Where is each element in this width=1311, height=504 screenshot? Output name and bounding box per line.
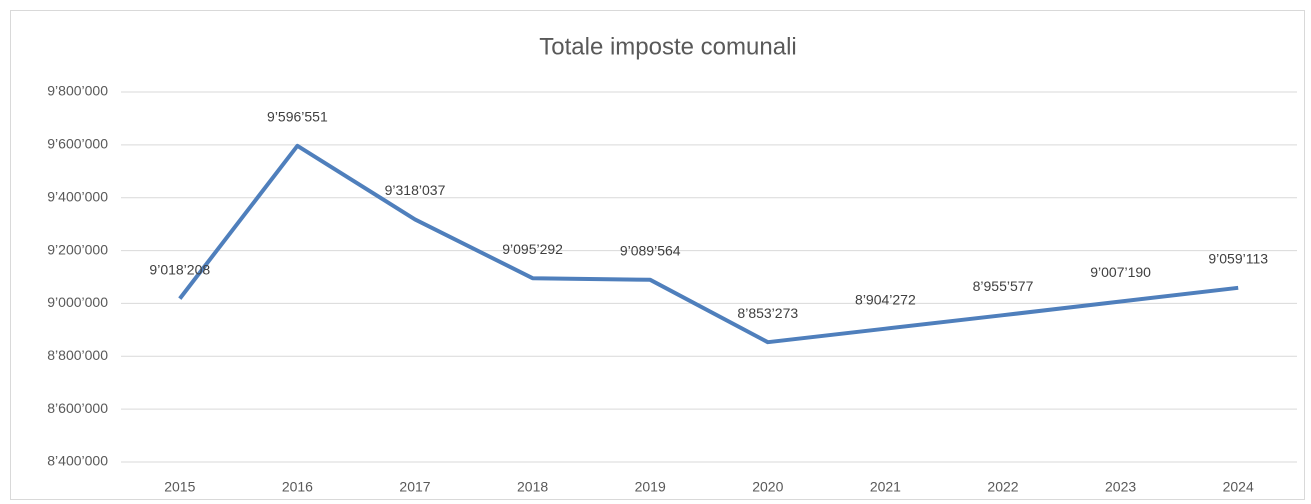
y-tick-label: 8’600’000: [47, 400, 108, 416]
data-label: 9’318’037: [385, 182, 446, 198]
data-label: 8’904’272: [855, 291, 916, 307]
y-tick-label: 8’800’000: [47, 347, 108, 363]
y-tick-label: 8’400’000: [47, 453, 108, 469]
chart-title: Totale imposte comunali: [539, 33, 796, 60]
x-tick-label: 2020: [752, 479, 783, 495]
y-tick-label: 9’600’000: [47, 136, 108, 152]
data-label: 8’955’577: [973, 278, 1034, 294]
x-tick-label: 2015: [164, 479, 195, 495]
data-label: 9’007’190: [1090, 264, 1151, 280]
x-tick-label: 2021: [870, 479, 901, 495]
data-label: 9’018’208: [149, 261, 210, 277]
data-line: [178, 143, 1239, 345]
x-tick-label: 2023: [1105, 479, 1136, 495]
x-tick-label: 2019: [635, 479, 666, 495]
x-tick-label: 2024: [1223, 479, 1254, 495]
y-tick-label: 9’400’000: [47, 188, 108, 204]
data-label: 9’095’292: [502, 241, 563, 257]
data-label: 9’059’113: [1208, 251, 1268, 267]
y-tick-label: 9’200’000: [47, 241, 108, 257]
data-label: 8’853’273: [737, 305, 798, 321]
x-tick-label: 2017: [399, 479, 430, 495]
x-tick-label: 2016: [282, 479, 313, 495]
x-tick-label: 2018: [517, 479, 548, 495]
data-label: 9’596’551: [267, 108, 328, 124]
x-tick-label: 2022: [987, 479, 1018, 495]
y-tick-label: 9’000’000: [47, 294, 108, 310]
y-tick-label: 9’800’000: [47, 83, 108, 99]
data-label: 9’089’564: [620, 242, 681, 258]
